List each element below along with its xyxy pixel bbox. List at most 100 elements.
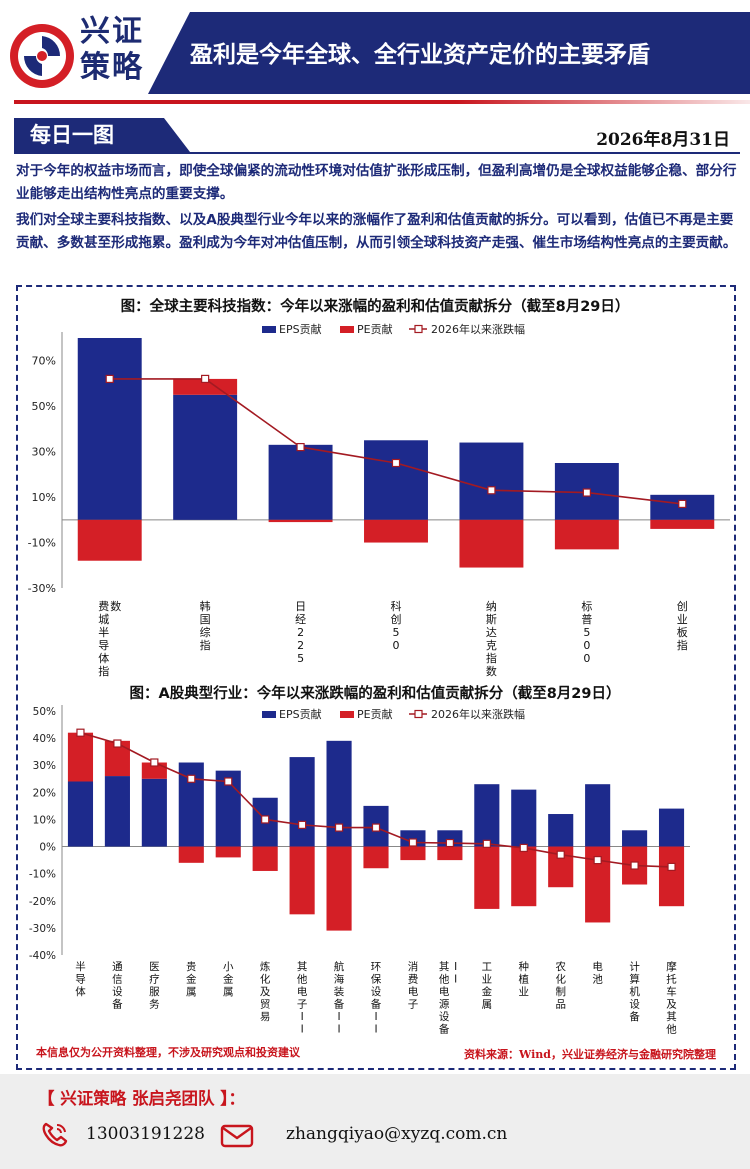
y-tick-label: 10%	[32, 491, 56, 504]
email-address[interactable]: zhangqiyao@xyzq.com.cn	[286, 1124, 508, 1144]
phone-number[interactable]: 13003191228	[86, 1124, 205, 1144]
eps-bar	[511, 789, 537, 847]
header: 兴证 策略 盈利是今年全球、全行业资产定价的主要矛盾	[0, 0, 750, 100]
y-tick-label: -40%	[29, 950, 56, 962]
paragraph-2: 我们对全球主要科技指数、以及A股典型行业今年以来的涨幅作了盈利和估值贡献的拆分。…	[16, 212, 737, 251]
team-label: 【 兴证策略 张启尧团队 】：	[38, 1089, 245, 1108]
x-category-label: 消费电子	[408, 960, 419, 1011]
x-category-label: 其他电子 I I	[297, 961, 308, 1036]
return-marker	[224, 777, 233, 786]
return-marker	[667, 862, 676, 871]
chart-1-title: 图：全球主要科技指数：今年以来涨幅的盈利和估值贡献拆分（截至8月29日）	[120, 299, 630, 315]
header-divider	[14, 100, 750, 104]
eps-bar	[141, 778, 167, 847]
pe-bar	[141, 762, 167, 779]
return-marker	[391, 458, 401, 468]
return-marker	[187, 774, 196, 783]
return-marker	[201, 374, 210, 384]
return-marker	[593, 856, 602, 865]
pe-bar	[289, 846, 315, 915]
y-tick-label: -30%	[28, 582, 56, 595]
x-category-label: 创业板指	[677, 600, 688, 652]
brand: 兴证 策略	[80, 14, 144, 86]
return-marker	[487, 486, 496, 495]
return-marker	[150, 758, 159, 767]
pe-bar	[658, 846, 685, 907]
y-tick-label: 40%	[33, 733, 56, 745]
title-banner	[148, 12, 750, 94]
pe-bar	[459, 519, 524, 568]
y-tick-label: 50%	[33, 706, 56, 718]
pe-bar	[326, 846, 352, 931]
return-marker	[482, 839, 491, 848]
legend-swatch	[340, 711, 354, 718]
legend-swatch	[340, 326, 354, 333]
footer	[0, 1074, 750, 1169]
x-category-label: 纳斯达克指数	[486, 600, 497, 678]
y-tick-label: -10%	[29, 869, 56, 881]
eps-bar	[658, 808, 685, 847]
x-category-label: 其他电源设备I I	[439, 961, 457, 1036]
return-marker	[334, 823, 344, 832]
pe-bar	[650, 519, 715, 529]
eps-bar	[459, 442, 524, 520]
x-category-label: 半导体	[75, 960, 86, 998]
chart-2-title: 图：A股典型行业：今年以来涨跌幅的盈利和估值贡献拆分（截至8月29日）	[129, 686, 621, 702]
legend-marker	[414, 324, 423, 334]
x-category-label: 医疗服务	[149, 961, 160, 1011]
pe-bar	[474, 846, 500, 909]
pe-bar	[67, 732, 94, 782]
x-category-label: 韩国综指	[200, 599, 211, 652]
legend-swatch	[262, 711, 276, 718]
x-category-label: 航海装备 I I	[334, 960, 345, 1036]
eps-bar	[77, 338, 142, 520]
y-tick-label: 70%	[32, 355, 56, 368]
legend-marker	[414, 709, 423, 719]
y-tick-label: -30%	[29, 923, 56, 935]
eps-bar	[585, 784, 611, 847]
brand-line-1: 兴证	[80, 14, 144, 49]
x-category-label: 工业金属	[482, 961, 493, 1011]
pe-bar	[363, 846, 389, 869]
return-marker	[408, 838, 418, 847]
return-marker	[556, 850, 565, 859]
eps-bar	[364, 440, 428, 520]
x-category-label: 摩托车及其他	[666, 960, 677, 1036]
x-category-label: 贵金属	[186, 960, 197, 998]
return-marker	[519, 843, 528, 853]
disclaimer: 本信息仅为公开资料整理，不涉及研究观点和投资建议	[36, 1046, 300, 1059]
y-tick-label: -20%	[29, 896, 56, 908]
eps-bar	[67, 781, 94, 847]
x-category-label: 电池	[592, 960, 603, 986]
y-tick-label: 0%	[39, 842, 56, 854]
y-tick-label: 30%	[32, 446, 56, 459]
y-tick-label: 20%	[33, 787, 56, 799]
return-marker	[76, 728, 85, 737]
x-category-label: 计算机设备	[629, 960, 640, 1023]
x-category-label: 农化制品	[555, 960, 566, 1011]
return-marker	[678, 499, 687, 509]
legend-label: EPS贡献	[279, 322, 322, 336]
return-marker	[296, 442, 305, 452]
eps-bar	[289, 757, 315, 847]
report-date: 2026年8月31日	[596, 130, 730, 150]
pe-bar	[215, 846, 241, 858]
x-category-label: 炼化及贸易	[260, 960, 271, 1023]
y-tick-label: 30%	[33, 760, 56, 772]
return-marker	[582, 488, 591, 497]
legend-label: 2026年以来涨跌幅	[431, 707, 525, 721]
return-marker	[261, 815, 270, 824]
x-category-label: 通信设备	[112, 961, 123, 1011]
pe-bar	[364, 519, 428, 543]
charts-frame	[16, 285, 736, 1070]
section-tab	[14, 118, 190, 152]
return-marker	[298, 820, 307, 829]
return-marker	[105, 374, 114, 384]
x-category-label: 标普 5 0 0	[581, 599, 592, 665]
x-category-label: 环保设备 I I	[371, 961, 382, 1036]
eps-bar	[548, 814, 574, 847]
eps-bar	[474, 784, 500, 847]
y-tick-label: 10%	[33, 814, 56, 826]
legend-label: PE贡献	[357, 322, 393, 336]
legend-label: PE贡献	[357, 707, 393, 721]
